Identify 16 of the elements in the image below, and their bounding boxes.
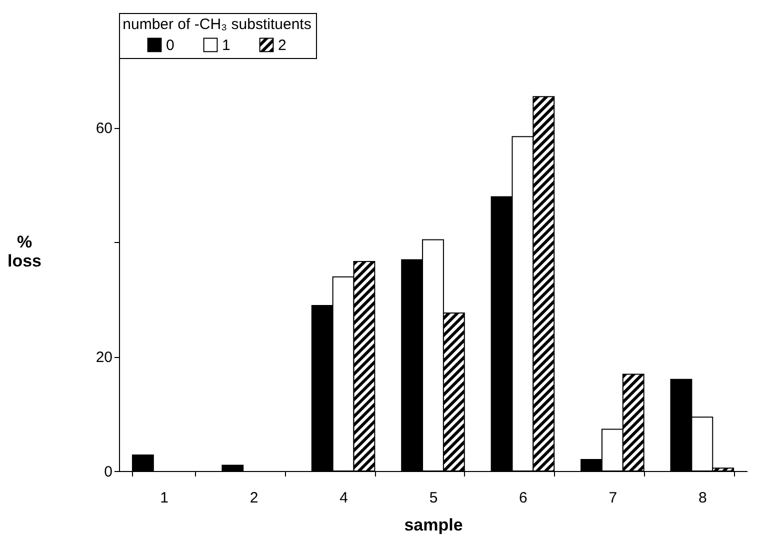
y-tick-label: 0 xyxy=(104,464,112,480)
legend-label: 1 xyxy=(222,36,230,54)
x-tick-label: 6 xyxy=(519,490,528,506)
x-tick-label: 5 xyxy=(429,490,438,506)
x-tick-label: 7 xyxy=(608,490,618,506)
legend-label: 0 xyxy=(166,36,174,54)
x-tick-label: 1 xyxy=(160,490,169,506)
y-axis-title: % loss xyxy=(7,232,42,270)
x-tick-label: 8 xyxy=(698,490,707,506)
x-axis-title: sample xyxy=(404,516,463,534)
y-tick-label: 20 xyxy=(96,349,112,366)
x-tick-label: 2 xyxy=(250,490,258,506)
y-tick-label: 60 xyxy=(96,120,112,137)
x-tick-label: 4 xyxy=(340,490,348,506)
legend-title: number of -CH₃ substituents xyxy=(122,16,312,33)
legend-label: 2 xyxy=(278,36,286,54)
